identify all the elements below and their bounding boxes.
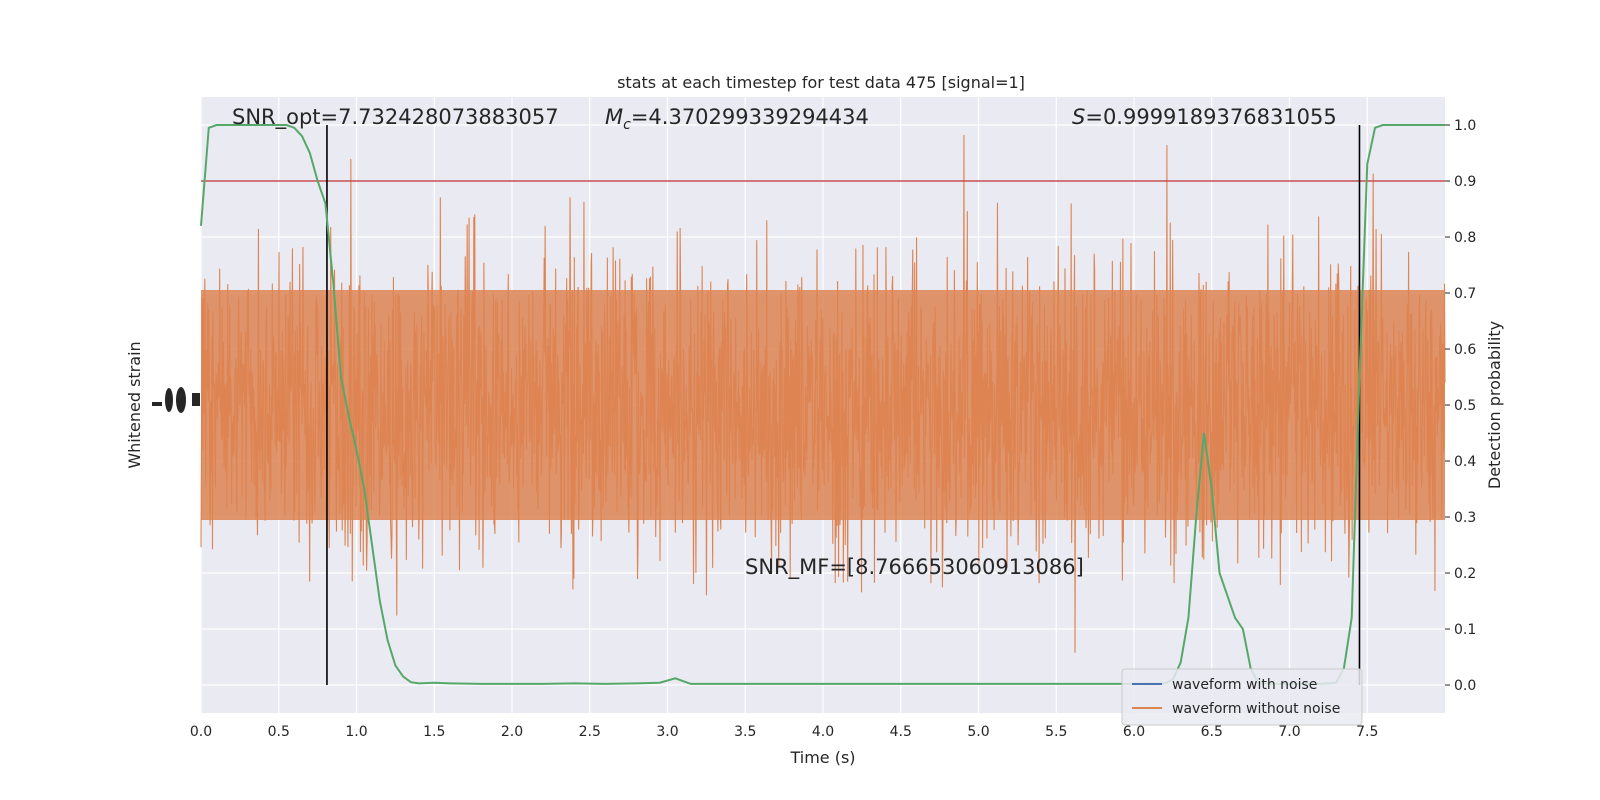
legend-box — [1121, 668, 1363, 726]
y-right-tick-label: 0.6 — [1454, 342, 1476, 358]
x-tick-label: 4.5 — [890, 724, 912, 740]
x-tick-label: 1.5 — [423, 724, 445, 740]
snr-opt-annotation: SNR_opt=7.732428073883057 — [232, 105, 559, 130]
y-right-tick-label: 0.2 — [1454, 566, 1476, 582]
x-tick-label: 2.5 — [579, 724, 601, 740]
x-axis-label: Time (s) — [789, 748, 855, 767]
y-right-tick-label: 0.7 — [1454, 286, 1476, 302]
x-tick-label: 0.0 — [190, 724, 212, 740]
x-tick-label: 6.0 — [1123, 724, 1145, 740]
mc-subscript: c — [623, 117, 631, 133]
y-axis-label-right: Detection probability — [1485, 321, 1504, 489]
x-tick-label: 4.0 — [812, 724, 834, 740]
legend-label-without-noise: waveform without noise — [1172, 701, 1340, 717]
tick-layer: 0.0 0.5 1.0 1.5 2.0 2.5 3.0 3.5 4.0 4.5 5.0 5.5 6.0 6… — [190, 118, 1476, 740]
mc-annotation: Mc=4.370299339294434 — [605, 105, 869, 133]
x-tick-label: 6.5 — [1201, 724, 1223, 740]
s-value: =0.9999189376831055 — [1085, 105, 1336, 129]
x-tick-label: 1.0 — [345, 724, 367, 740]
s-symbol: S — [1072, 105, 1085, 129]
x-tick-label: 7.0 — [1278, 724, 1300, 740]
strain-layer — [200, 134, 1446, 653]
chart-title: stats at each timestep for test data 475… — [617, 73, 1025, 92]
left-tick-cluster — [152, 387, 200, 413]
x-tick-label: 7.5 — [1356, 724, 1378, 740]
y-right-tick-label: 0.0 — [1454, 678, 1476, 694]
y-right-tick-label: 0.9 — [1454, 174, 1476, 190]
x-tick-label: 2.0 — [501, 724, 523, 740]
legend: waveform with noise waveform without noi… — [1121, 668, 1363, 726]
legend-label-with-noise: waveform with noise — [1172, 677, 1317, 693]
y-right-tick-label: 0.1 — [1454, 622, 1476, 638]
y-right-tick-label: 0.4 — [1454, 454, 1476, 470]
x-tick-label: 3.5 — [734, 724, 756, 740]
mc-symbol: M — [605, 105, 623, 129]
y-axis-label-left: Whitened strain — [125, 341, 144, 468]
x-tick-label: 5.0 — [967, 724, 989, 740]
y-right-tick-label: 0.8 — [1454, 230, 1476, 246]
x-tick-label: 3.0 — [656, 724, 678, 740]
mc-value: =4.370299339294434 — [631, 105, 869, 129]
y-right-tick-label: 0.5 — [1454, 398, 1476, 414]
x-tick-label: 0.5 — [268, 724, 290, 740]
x-tick-label: 5.5 — [1045, 724, 1067, 740]
s-annotation: S=0.9999189376831055 — [1072, 105, 1337, 129]
y-right-tick-label: 0.3 — [1454, 510, 1476, 526]
y-right-tick-label: 1.0 — [1454, 118, 1476, 134]
strain-dense-core — [201, 290, 1445, 520]
snr-mf-annotation: SNR_MF=[8.766653060913086] — [745, 555, 1084, 580]
